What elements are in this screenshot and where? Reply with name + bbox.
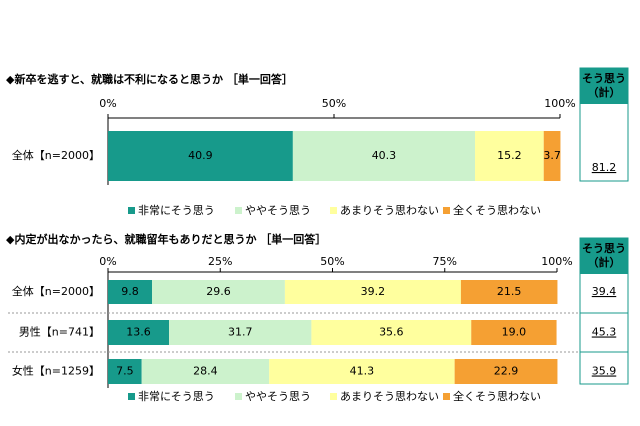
legend-swatch xyxy=(443,207,450,214)
bar-segment xyxy=(292,131,476,181)
total-header-bg xyxy=(580,238,628,274)
legend-label: 非常にそう思う xyxy=(138,204,215,217)
legend-label: 全くそう思わない xyxy=(453,203,541,217)
legend-swatch xyxy=(235,393,242,400)
legend-swatch xyxy=(330,207,337,214)
bar-segment xyxy=(141,359,270,384)
total-value: 81.2 xyxy=(592,161,617,174)
total-header: そう思う xyxy=(582,242,626,255)
total-value: 35.9 xyxy=(592,365,617,378)
data-label: 40.9 xyxy=(188,149,213,162)
bar-segment xyxy=(311,320,472,345)
data-label: 31.7 xyxy=(228,326,253,339)
x-tick-label: 50% xyxy=(320,255,344,268)
bar-segment xyxy=(284,280,461,304)
x-tick-label: 100% xyxy=(544,97,575,110)
bar-segment xyxy=(460,280,558,304)
chart-title: ◆内定が出なかったら、就職留年もありだと思うか ［単一回答］ xyxy=(6,232,326,246)
legend-swatch xyxy=(443,393,450,400)
data-label: 29.6 xyxy=(206,285,231,298)
legend-label: ややそう思う xyxy=(245,204,311,217)
data-label: 22.9 xyxy=(494,365,519,378)
total-header-bg xyxy=(580,68,628,104)
data-label: 9.8 xyxy=(121,285,139,298)
data-label: 19.0 xyxy=(502,326,527,339)
legend-swatch xyxy=(330,393,337,400)
legend-label: ややそう思う xyxy=(245,390,311,403)
data-label: 15.2 xyxy=(497,149,522,162)
total-header: そう思う xyxy=(582,72,626,85)
x-tick-label: 50% xyxy=(322,97,346,110)
legend-label: 全くそう思わない xyxy=(453,389,541,403)
data-label: 40.3 xyxy=(372,149,397,162)
total-header: （計） xyxy=(588,85,621,99)
x-tick-label: 0% xyxy=(99,255,116,268)
bar-segment xyxy=(108,320,170,345)
bar-segment xyxy=(471,320,557,345)
data-label: 28.4 xyxy=(193,365,218,378)
total-value: 39.4 xyxy=(592,285,617,298)
legend-swatch xyxy=(235,207,242,214)
bar-segment xyxy=(269,359,455,384)
category-label: 男性【n=741】 xyxy=(19,325,100,339)
bar-segment xyxy=(475,131,544,181)
x-tick-label: 75% xyxy=(433,255,457,268)
legend-swatch xyxy=(128,207,135,214)
total-value: 45.3 xyxy=(592,326,617,339)
data-label: 13.6 xyxy=(126,326,151,339)
data-label: 21.5 xyxy=(497,285,522,298)
total-header: （計） xyxy=(588,255,621,269)
bar-segment xyxy=(108,359,142,384)
data-label: 39.2 xyxy=(361,285,386,298)
chart-title: ◆新卒を逃すと、就職は不利になると思うか ［単一回答］ xyxy=(6,72,293,86)
bar-segment xyxy=(169,320,312,345)
bar-segment xyxy=(108,131,293,181)
legend-label: あまりそう思わない xyxy=(340,390,439,403)
category-label: 女性【n=1259】 xyxy=(12,364,100,378)
bar-segment xyxy=(454,359,558,384)
data-label: 7.5 xyxy=(116,365,134,378)
category-label: 全体【n=2000】 xyxy=(12,284,100,298)
data-label: 35.6 xyxy=(379,326,404,339)
x-tick-label: 25% xyxy=(208,255,232,268)
legend-swatch xyxy=(128,393,135,400)
bar-segment xyxy=(108,280,153,304)
legend-label: あまりそう思わない xyxy=(340,204,439,217)
data-label: 41.3 xyxy=(350,365,375,378)
data-label: 3.7 xyxy=(543,149,561,162)
category-label: 全体【n=2000】 xyxy=(12,148,100,162)
bar-segment xyxy=(152,280,285,304)
x-tick-label: 100% xyxy=(541,255,572,268)
legend-label: 非常にそう思う xyxy=(138,390,215,403)
bar-segment xyxy=(543,131,561,181)
x-tick-label: 0% xyxy=(99,97,116,110)
